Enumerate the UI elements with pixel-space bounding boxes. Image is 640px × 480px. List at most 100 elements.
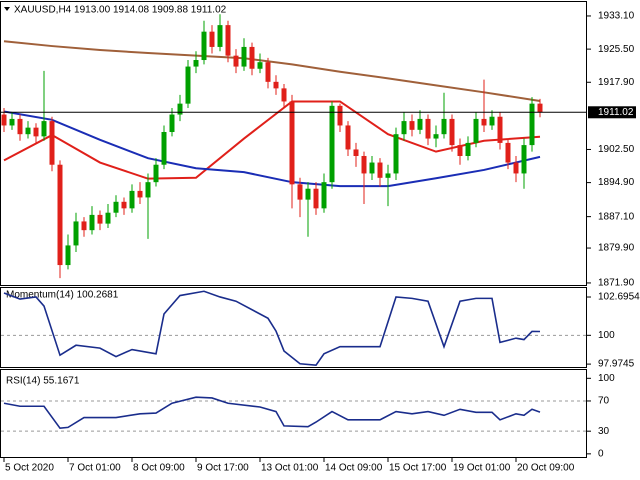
candle-body (97, 214, 103, 224)
y-tick-label: 1917.90 (598, 77, 635, 88)
candle-body (249, 46, 255, 69)
price-label: 1911.02 (598, 107, 634, 118)
y-tick-label: 100 (598, 330, 615, 341)
candle-body (153, 164, 159, 183)
candle-body (145, 182, 151, 198)
x-tick-label: 14 Oct 09:00 (325, 463, 383, 474)
main-pane (0, 1, 587, 286)
candle-body (209, 31, 215, 47)
candle-body (385, 173, 391, 178)
candle-body (257, 62, 263, 69)
moving-average (3, 100, 541, 180)
candle-body (49, 121, 55, 165)
candle-body (497, 116, 503, 143)
candle-body (161, 132, 167, 165)
candle-body (505, 142, 511, 163)
y-tick-label: 97.9745 (598, 359, 635, 370)
candle-body (201, 31, 207, 61)
candle-body (33, 127, 39, 137)
y-tick-label: 100 (598, 373, 615, 384)
candle-body (9, 118, 15, 126)
candle-body (89, 214, 95, 231)
candle-body (361, 155, 367, 174)
candle-body (169, 114, 175, 133)
candle-body (441, 118, 447, 135)
candle-body (185, 66, 191, 104)
x-tick-label: 5 Oct 2020 (5, 463, 54, 474)
candle-body (233, 55, 239, 67)
candle-body (81, 221, 87, 231)
candle-body (129, 190, 135, 209)
candle-body (17, 118, 23, 135)
candle-body (473, 118, 479, 143)
candle-body (281, 88, 287, 102)
moving-average (3, 110, 541, 188)
candle-body (73, 221, 79, 246)
candle-body (57, 164, 63, 266)
candle-body (313, 188, 319, 209)
x-tick-label: 15 Oct 17:00 (389, 463, 447, 474)
candle-body (353, 149, 359, 156)
candle-body (521, 145, 527, 174)
candle-body (393, 134, 399, 174)
y-tick-label: 1933.10 (598, 11, 635, 22)
x-tick-label: 13 Oct 01:00 (261, 463, 319, 474)
candle-body (305, 188, 311, 200)
candle-body (481, 118, 487, 126)
candle-body (409, 121, 415, 130)
y-tick-label: 0 (598, 448, 604, 459)
candle-body (177, 103, 183, 115)
candle-body (217, 25, 223, 47)
y-tick-label: 1894.90 (598, 177, 635, 188)
candle-body (225, 25, 231, 56)
y-tick-label: 1887.10 (598, 211, 635, 222)
candle-body (121, 201, 127, 209)
candle-body (65, 245, 71, 266)
candle-body (297, 184, 303, 200)
y-tick-label: 1871.90 (598, 278, 635, 289)
candle-body (337, 105, 343, 126)
price-label-box (588, 106, 636, 119)
candle-body (345, 125, 351, 150)
candle-body (513, 162, 519, 174)
candle-body (265, 62, 271, 82)
candle-body (25, 127, 31, 135)
menu-arrow (4, 7, 10, 11)
x-tick-label: 8 Oct 09:00 (133, 463, 185, 474)
candle-body (289, 101, 295, 185)
x-tick-label: 9 Oct 17:00 (197, 463, 249, 474)
candle-body (329, 105, 335, 183)
candle-body (273, 81, 279, 89)
main-title: XAUUSD,H4 1913.00 1914.08 1909.88 1911.0… (14, 5, 227, 16)
candle-body (1, 114, 7, 126)
candle-body (137, 190, 143, 198)
y-tick-label: 1902.50 (598, 144, 635, 155)
candle-body (401, 121, 407, 135)
candle-body (369, 162, 375, 174)
candle-body (417, 118, 423, 130)
rsi-title: RSI(14) 55.1671 (6, 376, 80, 387)
candle-body (105, 212, 111, 224)
y-tick-label: 1925.50 (598, 44, 635, 55)
x-tick-label: 7 Oct 01:00 (69, 463, 121, 474)
x-tick-label: 19 Oct 01:00 (453, 463, 511, 474)
candle-body (457, 145, 463, 156)
candle-body (377, 162, 383, 178)
momentum-title: Momentum(14) 100.2681 (6, 290, 119, 301)
indicator-line (3, 290, 541, 366)
candle-body (537, 103, 543, 113)
momentum-pane (0, 287, 587, 368)
candle-body (193, 60, 199, 67)
candle-body (449, 118, 455, 146)
candle-body (489, 116, 495, 126)
y-tick-label: 70 (598, 396, 610, 407)
candle-body (321, 182, 327, 209)
y-tick-label: 30 (598, 426, 610, 437)
x-tick-label: 20 Oct 09:00 (517, 463, 575, 474)
rsi-pane (0, 369, 587, 458)
y-tick-label: 102.6954 (598, 292, 640, 303)
candle-body (529, 103, 535, 146)
candle-body (241, 46, 247, 67)
